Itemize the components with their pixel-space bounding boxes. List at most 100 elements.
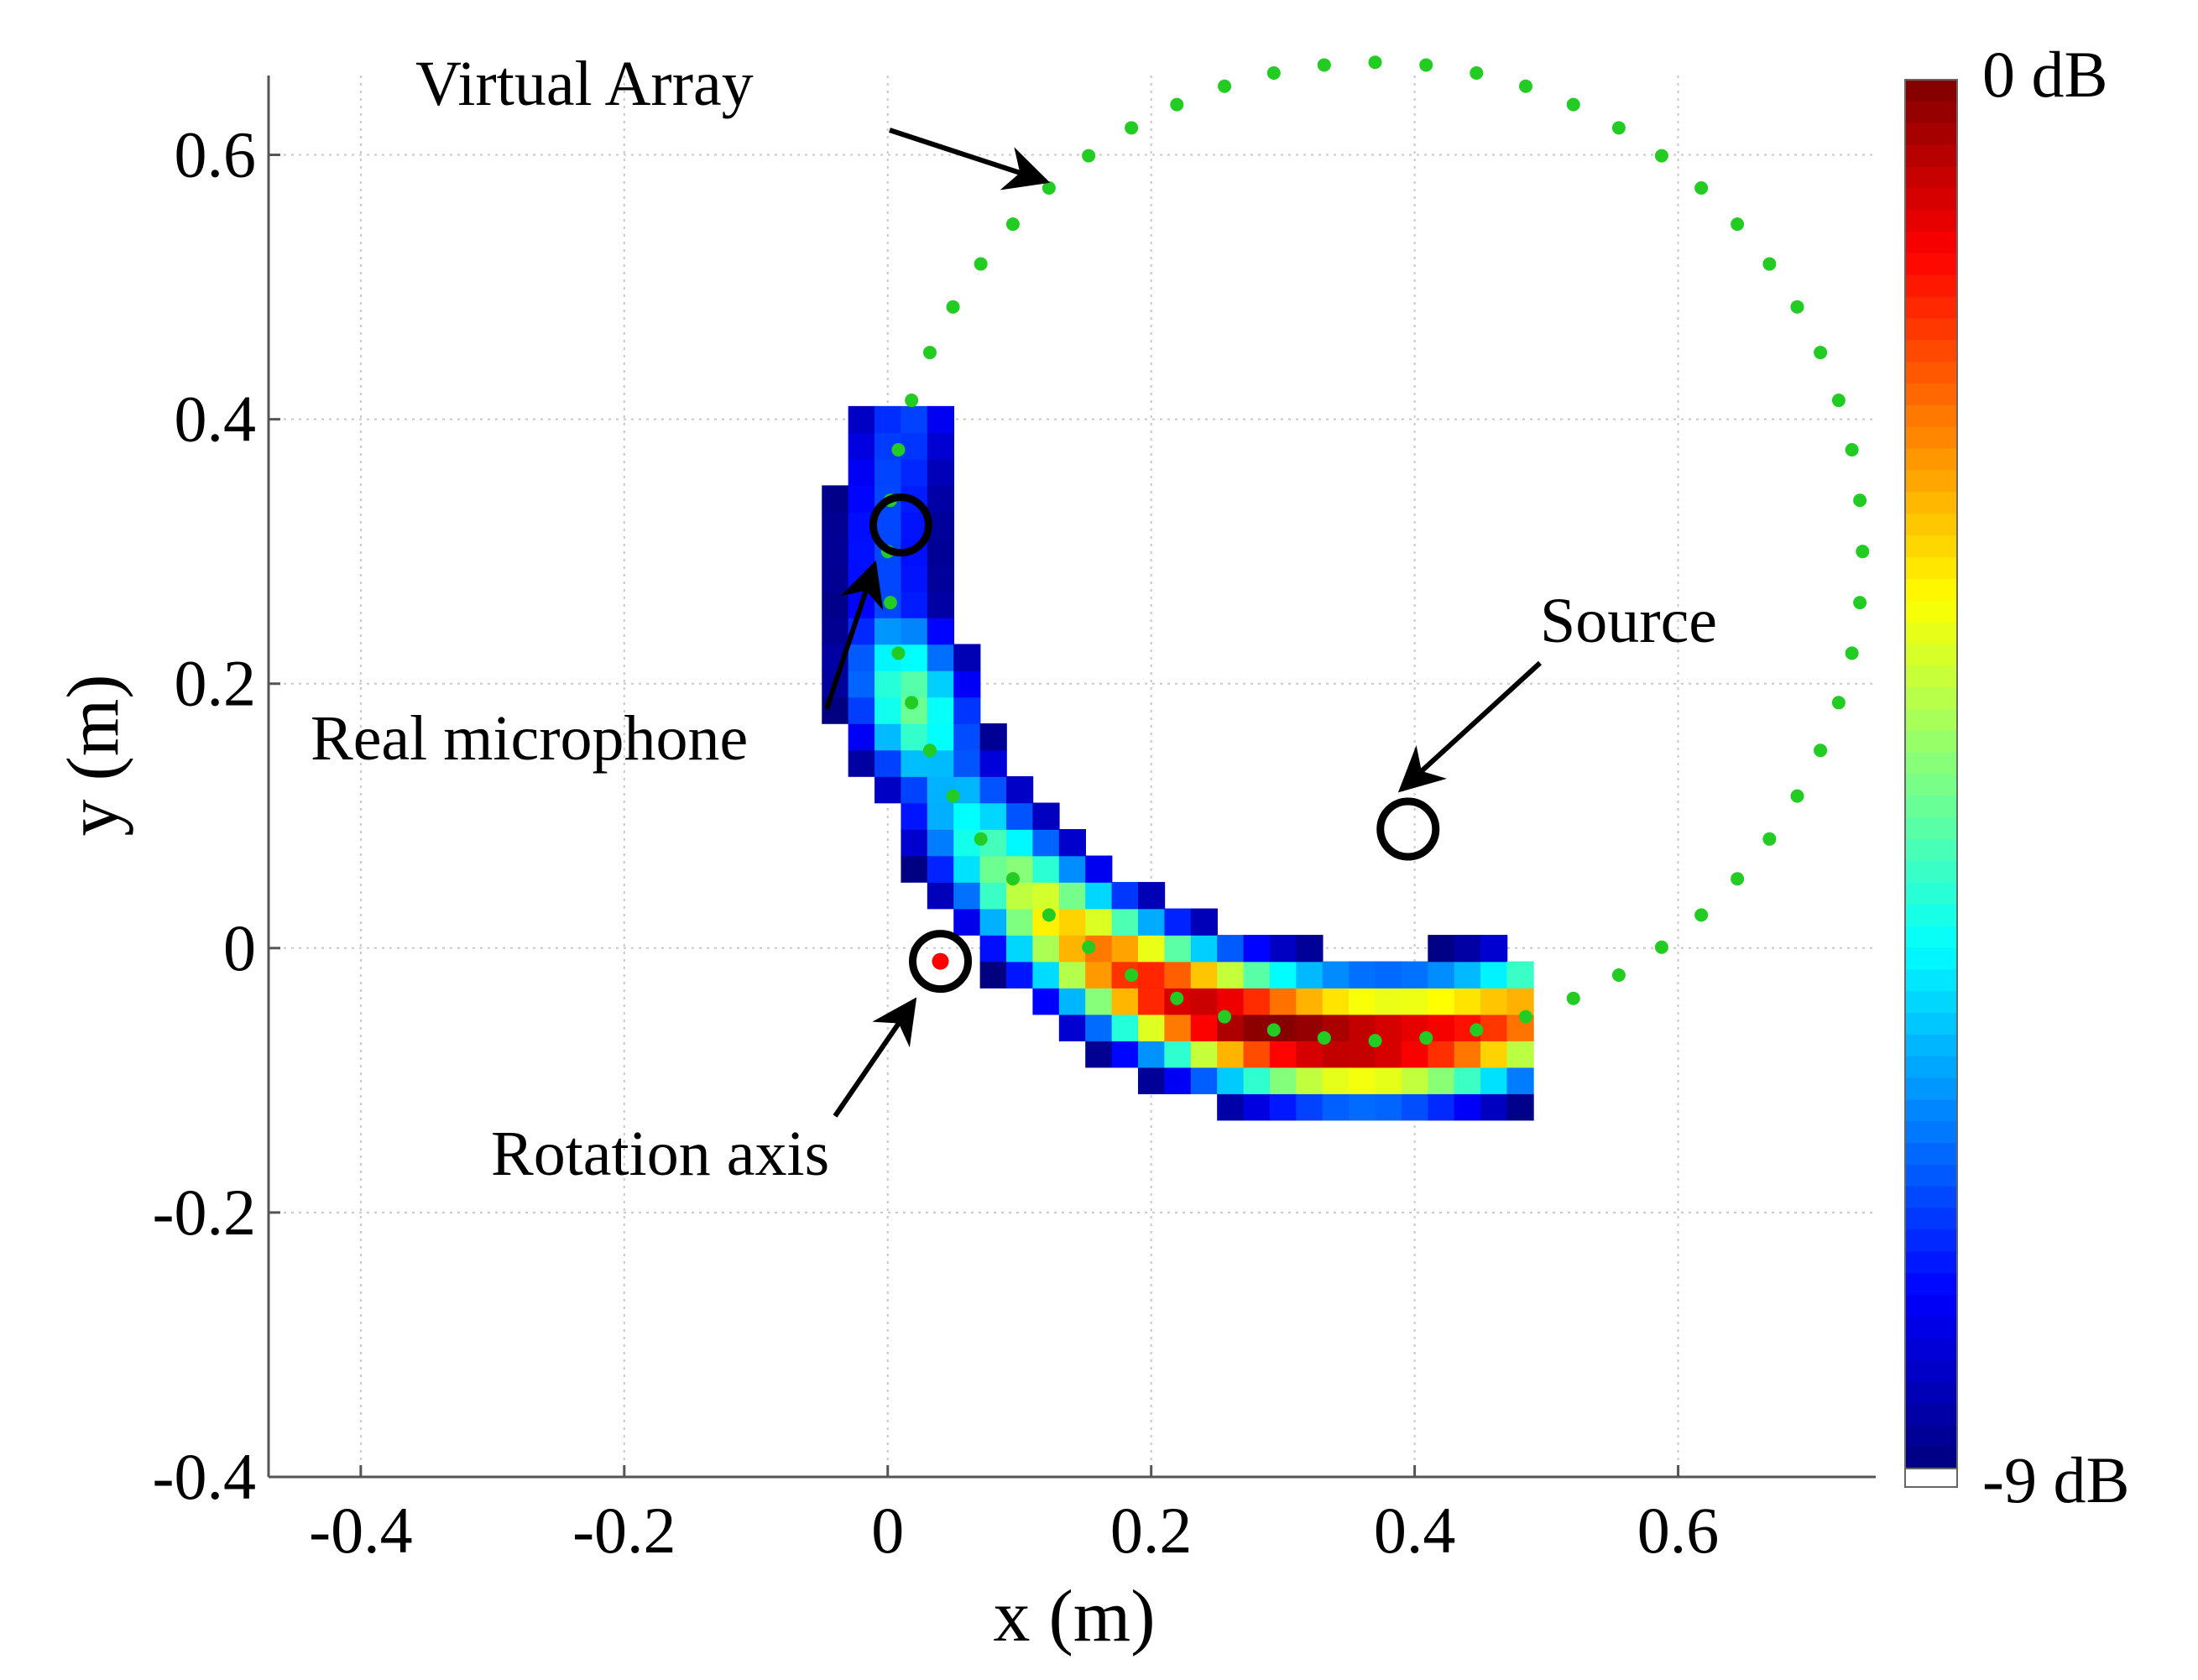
heatmap-cell	[1032, 855, 1060, 883]
colorbar-segment	[1905, 1012, 1957, 1036]
heatmap-cell	[953, 749, 981, 777]
virtual-array-point	[974, 257, 988, 271]
colorbar-segment	[1905, 1208, 1957, 1231]
heatmap-cell	[927, 829, 955, 857]
colorbar-segment	[1905, 144, 1957, 168]
axes: -0.4 -0.2 0 0.2 0.4 0.6 -0.4 -0.2 0 0.2 0.4 0.6	[153, 76, 1876, 1567]
colorbar-segment	[1905, 1359, 1957, 1383]
heatmap-cell	[1111, 988, 1139, 1015]
heatmap-cell	[1217, 935, 1245, 963]
heatmap-cell	[927, 432, 955, 460]
virtual-array-point	[1845, 646, 1859, 660]
colorbar-segment	[1905, 1143, 1957, 1166]
heatmap-cell	[1243, 988, 1271, 1015]
heatmap-cell	[1269, 961, 1297, 989]
heatmap-cell	[1032, 882, 1060, 910]
heatmap-cell	[953, 855, 981, 883]
heatmap-cell	[822, 538, 849, 566]
heatmap-cell	[1454, 961, 1481, 989]
heatmap-cell	[1058, 935, 1086, 963]
colorbar-segment	[1905, 253, 1957, 276]
heatmap-cell	[927, 591, 955, 618]
virtual-array-point	[1762, 257, 1777, 271]
colorbar-segment	[1905, 969, 1957, 992]
annotation-label: Virtual Array	[415, 49, 754, 119]
heatmap-cell	[927, 458, 955, 487]
heatmap-cell	[848, 485, 875, 513]
heatmap-cell	[1111, 882, 1139, 910]
heatmap-cell	[979, 749, 1007, 777]
colorbar-segment	[1905, 687, 1957, 710]
virtual-array-point	[1170, 991, 1184, 1005]
colorbar-segment	[1905, 318, 1957, 342]
virtual-array-point	[1317, 58, 1331, 72]
heatmap-cell	[1322, 988, 1350, 1015]
heatmap-cell	[848, 405, 875, 434]
heatmap-cell	[1190, 908, 1218, 936]
heatmap-cell	[927, 538, 955, 566]
heatmap-cell	[1243, 1067, 1271, 1094]
heatmap-cell	[1190, 935, 1218, 963]
heatmap-cell	[822, 511, 849, 540]
annotation-label: Source	[1540, 586, 1717, 656]
heatmap-cell	[848, 538, 875, 566]
heatmap-cell	[1058, 855, 1086, 883]
virtual-array-point	[1125, 968, 1139, 982]
markers	[869, 493, 1440, 994]
y-tick-label: 0.2	[175, 647, 257, 720]
heatmap-cell	[1480, 1041, 1508, 1068]
virtual-array-point	[1470, 1023, 1484, 1037]
colorbar: 0 dB -9 dB	[1904, 38, 2130, 1516]
heatmap-cell	[1269, 1093, 1297, 1121]
heatmap-cell	[1190, 1067, 1218, 1094]
virtual-array-point	[1814, 743, 1828, 758]
heatmap-cell	[1480, 988, 1508, 1015]
virtual-array-point	[1814, 346, 1828, 360]
y-tick-label: -0.4	[153, 1440, 256, 1513]
heatmap-cell	[927, 670, 955, 698]
colorbar-segment	[1905, 123, 1957, 146]
heatmap-cell	[901, 591, 928, 618]
colorbar-segment	[1905, 904, 1957, 927]
heatmap-cell	[1137, 1014, 1166, 1041]
colorbar-segment	[1905, 556, 1957, 580]
heatmap-cell	[875, 405, 902, 434]
virtual-array-point	[1082, 940, 1096, 954]
virtual-array-point	[1654, 940, 1668, 954]
heatmap-cell	[1085, 988, 1113, 1015]
marker-ring	[869, 493, 932, 557]
virtual-array-point	[1005, 872, 1020, 886]
colorbar-segment	[1905, 1425, 1957, 1448]
virtual-array-point	[905, 394, 919, 408]
virtual-array-point	[1266, 65, 1281, 80]
heatmap-cell	[927, 485, 955, 513]
heatmap-cell	[927, 855, 955, 883]
heatmap-cell	[901, 723, 928, 751]
heatmap-cell	[1006, 882, 1034, 910]
colorbar-segment	[1905, 1251, 1957, 1275]
colorbar-segment	[1905, 1229, 1957, 1253]
heatmap-cell	[1401, 1067, 1429, 1094]
heatmap-cell	[1217, 988, 1245, 1015]
heatmap-cell	[1428, 935, 1455, 963]
virtual-array-point	[1731, 217, 1745, 232]
virtual-array-point	[946, 789, 960, 803]
heatmap-cell	[848, 644, 875, 671]
virtual-array-point	[1611, 968, 1626, 982]
heatmap-cell	[1085, 855, 1113, 883]
heatmap-cell	[1243, 1041, 1271, 1068]
heatmap-cell	[1058, 988, 1086, 1015]
colorbar-segment	[1905, 1056, 1957, 1079]
heatmap-cell	[1480, 935, 1508, 963]
heatmap-cell	[1480, 1093, 1508, 1121]
colorbar-segment	[1905, 1186, 1957, 1209]
heatmap-cell	[927, 405, 955, 434]
heatmap-cell	[1506, 1041, 1534, 1068]
heatmap-cell	[1269, 988, 1297, 1015]
colorbar-nodata-swatch	[1904, 1468, 1958, 1488]
heatmap-cell	[1296, 1041, 1323, 1068]
colorbar-top-label: 0 dB	[1982, 38, 2108, 111]
heatmap-cell	[927, 697, 955, 724]
heatmap-cell	[1006, 776, 1034, 804]
heatmap-cell	[1296, 961, 1323, 989]
